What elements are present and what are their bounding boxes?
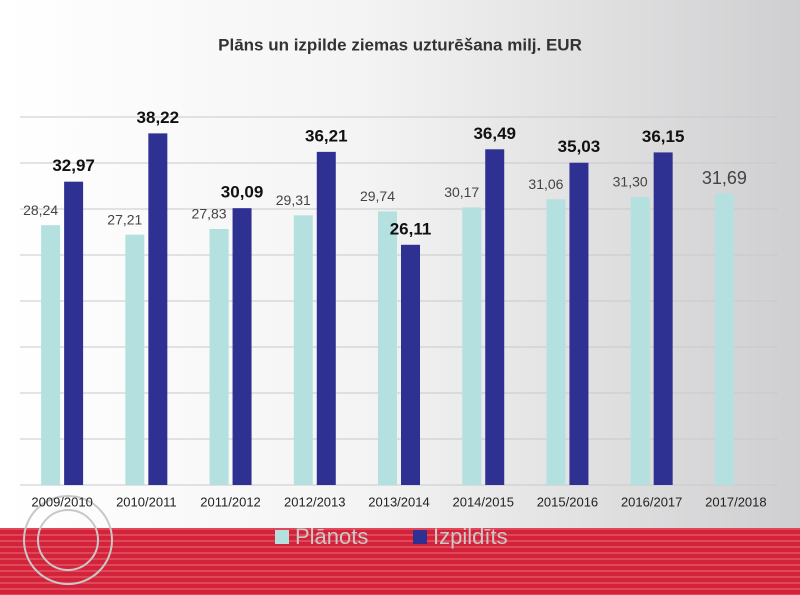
data-label: 28,24 bbox=[23, 202, 58, 218]
data-label: 30,09 bbox=[221, 183, 264, 202]
x-tick-label: 2015/2016 bbox=[537, 494, 598, 509]
bar bbox=[653, 152, 673, 486]
data-label: 29,31 bbox=[276, 192, 311, 208]
bar bbox=[378, 211, 397, 485]
bar bbox=[232, 208, 252, 485]
bar bbox=[293, 215, 313, 485]
bar bbox=[316, 151, 336, 486]
legend-swatch bbox=[275, 530, 289, 544]
x-tick-label: 2013/2014 bbox=[368, 494, 429, 509]
data-label: 27,83 bbox=[192, 206, 227, 222]
data-label: 31,30 bbox=[613, 174, 648, 190]
x-tick-label: 2010/2011 bbox=[116, 494, 177, 509]
bar bbox=[714, 193, 734, 485]
footer-band bbox=[0, 528, 800, 595]
bar bbox=[148, 133, 168, 485]
data-label: 31,69 bbox=[702, 168, 747, 188]
bar bbox=[462, 207, 482, 485]
data-label: 27,21 bbox=[107, 211, 142, 227]
bar bbox=[546, 199, 566, 486]
bar bbox=[485, 149, 505, 486]
data-label: 29,74 bbox=[360, 188, 395, 204]
chart-title: Plāns un izpilde ziemas uzturēšana milj.… bbox=[218, 35, 582, 54]
data-label: 32,97 bbox=[52, 156, 95, 175]
x-tick-label: 2017/2018 bbox=[705, 494, 766, 509]
x-tick-label: 2016/2017 bbox=[621, 494, 682, 509]
bar bbox=[209, 228, 229, 486]
data-label: 31,06 bbox=[528, 176, 563, 192]
bar bbox=[41, 225, 61, 485]
legend-swatch bbox=[413, 530, 427, 544]
data-label: 38,22 bbox=[137, 108, 180, 127]
legend-label: Plānots bbox=[295, 524, 368, 549]
data-label: 36,49 bbox=[473, 124, 516, 143]
bar bbox=[569, 162, 589, 485]
bar bbox=[125, 234, 145, 485]
data-label: 36,15 bbox=[642, 127, 685, 146]
legend-label: Izpildīts bbox=[433, 524, 508, 549]
bar bbox=[630, 197, 650, 486]
data-label: 35,03 bbox=[558, 137, 601, 156]
x-tick-label: 2009/2010 bbox=[31, 494, 92, 509]
x-tick-label: 2011/2012 bbox=[200, 494, 261, 509]
data-label: 26,11 bbox=[390, 219, 432, 238]
logo bbox=[23, 495, 113, 585]
x-tick-label: 2012/2013 bbox=[284, 494, 345, 509]
data-label: 30,17 bbox=[444, 184, 479, 200]
bar bbox=[64, 181, 84, 485]
data-label: 36,21 bbox=[305, 126, 348, 145]
bar bbox=[401, 244, 420, 485]
x-tick-label: 2014/2015 bbox=[452, 494, 513, 509]
